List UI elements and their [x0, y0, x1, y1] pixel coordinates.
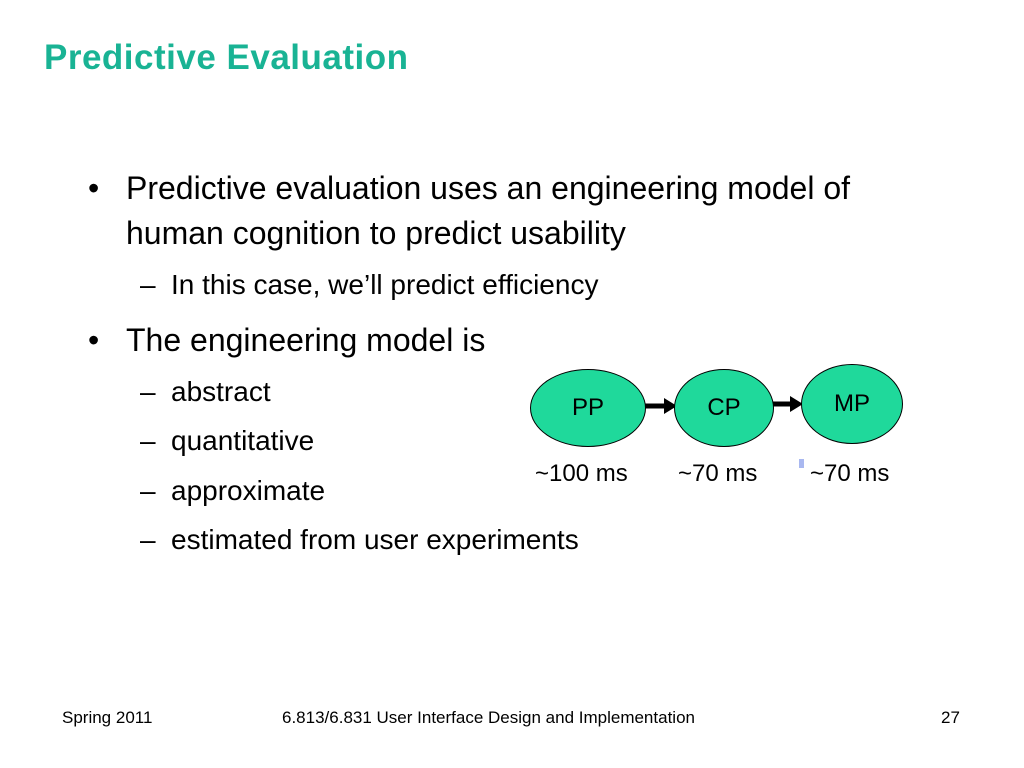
node-cp: CP	[674, 369, 774, 447]
subitem-approximate: – approximate	[140, 474, 325, 508]
subitem-text: In this case, we’ll predict efficiency	[171, 269, 599, 300]
bullet-predictive-evaluation: • Predictive evaluation uses an engineer…	[88, 166, 928, 256]
dash-mark: –	[140, 425, 156, 456]
subitem-text: quantitative	[171, 425, 315, 456]
node-mp: MP	[801, 364, 903, 444]
subitem-text: approximate	[171, 475, 326, 506]
subitem-user-experiments: – estimated from user experiments	[140, 523, 579, 557]
node-mp-label: MP	[834, 390, 870, 417]
slide-title: Predictive Evaluation	[44, 38, 409, 77]
page-number: 27	[941, 708, 960, 727]
dash-mark: –	[140, 376, 156, 407]
footer-course: 6.813/6.831 User Interface Design and Im…	[282, 708, 695, 727]
subitem-abstract: – abstract	[140, 375, 271, 409]
mp-time-label: ~70 ms	[810, 460, 890, 487]
subitem-quantitative: – quantitative	[140, 424, 314, 458]
bullet-text: Predictive evaluation uses an engineerin…	[126, 170, 851, 251]
bullet-mark: •	[88, 170, 100, 206]
dash-mark: –	[140, 269, 156, 300]
node-pp: PP	[530, 369, 646, 447]
dash-mark: –	[140, 475, 156, 506]
subitem-efficiency: – In this case, we’ll predict efficiency	[140, 268, 598, 302]
cp-time-label: ~70 ms	[678, 460, 758, 487]
pp-time-label: ~100 ms	[535, 460, 628, 487]
subitem-text: estimated from user experiments	[171, 524, 579, 555]
bullet-engineering-model: • The engineering model is	[88, 318, 928, 363]
node-cp-label: CP	[707, 394, 741, 421]
bullet-mark: •	[88, 322, 100, 358]
subitem-text: abstract	[171, 376, 271, 407]
marker-dot	[799, 459, 804, 468]
node-pp-label: PP	[571, 394, 604, 421]
dash-mark: –	[140, 524, 156, 555]
footer-term: Spring 2011	[62, 708, 153, 727]
bullet-text: The engineering model is	[126, 322, 486, 358]
